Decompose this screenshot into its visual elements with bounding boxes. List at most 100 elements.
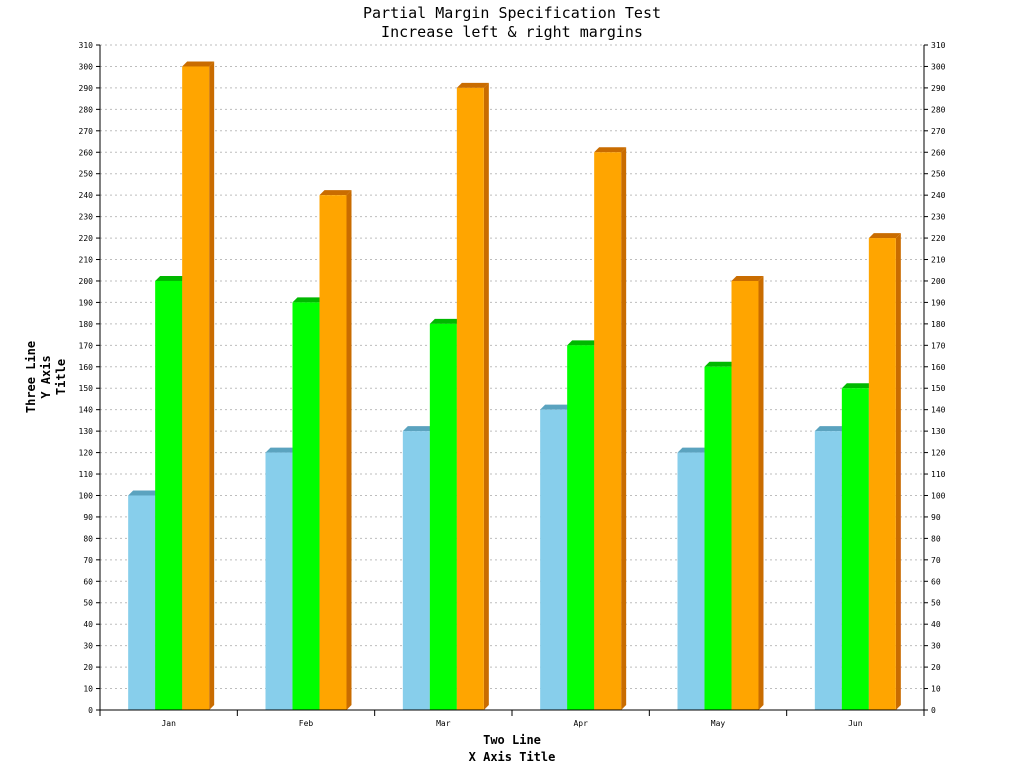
y-tick-label: 310 — [79, 41, 94, 50]
bar-top — [814, 426, 847, 432]
x-axis-title-line-1: Two Line — [483, 733, 541, 747]
bar-top — [704, 361, 737, 367]
bar-front — [429, 323, 457, 710]
y-tick-label: 140 — [79, 406, 94, 415]
bar-side — [895, 233, 901, 710]
y2-tick-label: 30 — [931, 642, 941, 651]
y-axis-title-line-3: Title — [54, 359, 68, 395]
bar-front — [182, 66, 210, 711]
y2-tick-label: 290 — [931, 84, 946, 93]
y2-tick-label: 130 — [931, 427, 946, 436]
bars — [128, 61, 901, 711]
y2-tick-label: 220 — [931, 234, 946, 243]
y2-tick-label: 250 — [931, 170, 946, 179]
bar-top — [594, 147, 627, 153]
bar-front — [319, 195, 347, 711]
y2-tick-label: 180 — [931, 320, 946, 329]
y-tick-label: 280 — [79, 105, 94, 114]
bar — [456, 82, 489, 711]
bar-top — [182, 61, 215, 67]
bar-front — [677, 452, 705, 710]
y-tick-label: 60 — [83, 577, 93, 586]
bar-top — [265, 447, 298, 453]
grid — [100, 44, 924, 690]
bar-front — [292, 302, 320, 710]
bar-front — [868, 238, 896, 710]
y2-tick-label: 80 — [931, 534, 941, 543]
bar-front — [567, 345, 595, 710]
bar-top — [731, 275, 764, 281]
y-tick-label: 160 — [79, 363, 94, 372]
y2-tick-label: 90 — [931, 513, 941, 522]
bar-front — [128, 495, 156, 710]
bar — [731, 275, 764, 710]
y-tick-label: 240 — [79, 191, 94, 200]
y-axis-title-line-2: Y Axis — [39, 355, 53, 398]
bar-top — [429, 318, 462, 324]
y-axis-title-line-1: Three Line — [24, 341, 38, 413]
bar-top — [868, 233, 901, 239]
y-tick-label: 250 — [79, 170, 94, 179]
bar-top — [155, 275, 188, 281]
y2-tick-label: 40 — [931, 620, 941, 629]
y2-tick-label: 110 — [931, 470, 946, 479]
bar-top — [567, 340, 600, 346]
bar-front — [456, 87, 484, 711]
bar-top — [841, 383, 874, 389]
y2-tick-label: 100 — [931, 491, 946, 500]
y-tick-label: 70 — [83, 556, 93, 565]
y-tick-label: 150 — [79, 384, 94, 393]
y2-tick-label: 270 — [931, 127, 946, 136]
bar-side — [346, 190, 352, 711]
y2-tick-label: 170 — [931, 341, 946, 350]
bar — [182, 61, 215, 711]
bar-top — [402, 426, 435, 432]
y-tick-label: 130 — [79, 427, 94, 436]
bar-top — [456, 82, 489, 88]
bar-side — [483, 82, 489, 711]
y-tick-label: 20 — [83, 663, 93, 672]
y2-tick-label: 310 — [931, 41, 946, 50]
y-tick-label: 170 — [79, 341, 94, 350]
y-tick-label: 300 — [79, 62, 94, 71]
bar-front — [402, 431, 430, 710]
y2-tick-label: 150 — [931, 384, 946, 393]
y2-tick-label: 10 — [931, 685, 941, 694]
bar — [319, 190, 352, 711]
bar — [594, 147, 627, 711]
bar — [868, 233, 901, 710]
y2-tick-label: 190 — [931, 298, 946, 307]
bar-top — [292, 297, 325, 303]
y-tick-label: 290 — [79, 84, 94, 93]
y-tick-label: 80 — [83, 534, 93, 543]
y2-tick-label: 120 — [931, 449, 946, 458]
bar-front — [814, 431, 842, 710]
bar-front — [841, 388, 869, 710]
bar-front — [155, 280, 183, 710]
x-tick-label: May — [711, 719, 726, 728]
y-tick-label: 260 — [79, 148, 94, 157]
y-tick-label: 0 — [88, 706, 93, 715]
y2-tick-label: 300 — [931, 62, 946, 71]
y-tick-label: 120 — [79, 449, 94, 458]
y-tick-label: 110 — [79, 470, 94, 479]
y2-tick-label: 0 — [931, 706, 936, 715]
x-axis-title-line-2: X Axis Title — [469, 750, 556, 764]
y-tick-label: 40 — [83, 620, 93, 629]
bar-top — [128, 490, 161, 496]
y-tick-label: 50 — [83, 599, 93, 608]
y2-tick-label: 260 — [931, 148, 946, 157]
y-tick-label: 190 — [79, 298, 94, 307]
y2-tick-label: 140 — [931, 406, 946, 415]
y-tick-label: 180 — [79, 320, 94, 329]
y-tick-label: 30 — [83, 642, 93, 651]
bar-front — [594, 152, 622, 711]
chart-title: Partial Margin Specification Test — [363, 4, 661, 22]
y2-tick-label: 230 — [931, 213, 946, 222]
bar-side — [209, 61, 215, 711]
y2-tick-label: 50 — [931, 599, 941, 608]
y-tick-label: 220 — [79, 234, 94, 243]
x-tick-label: Jun — [848, 719, 863, 728]
chart-subtitle: Increase left & right margins — [381, 23, 643, 41]
